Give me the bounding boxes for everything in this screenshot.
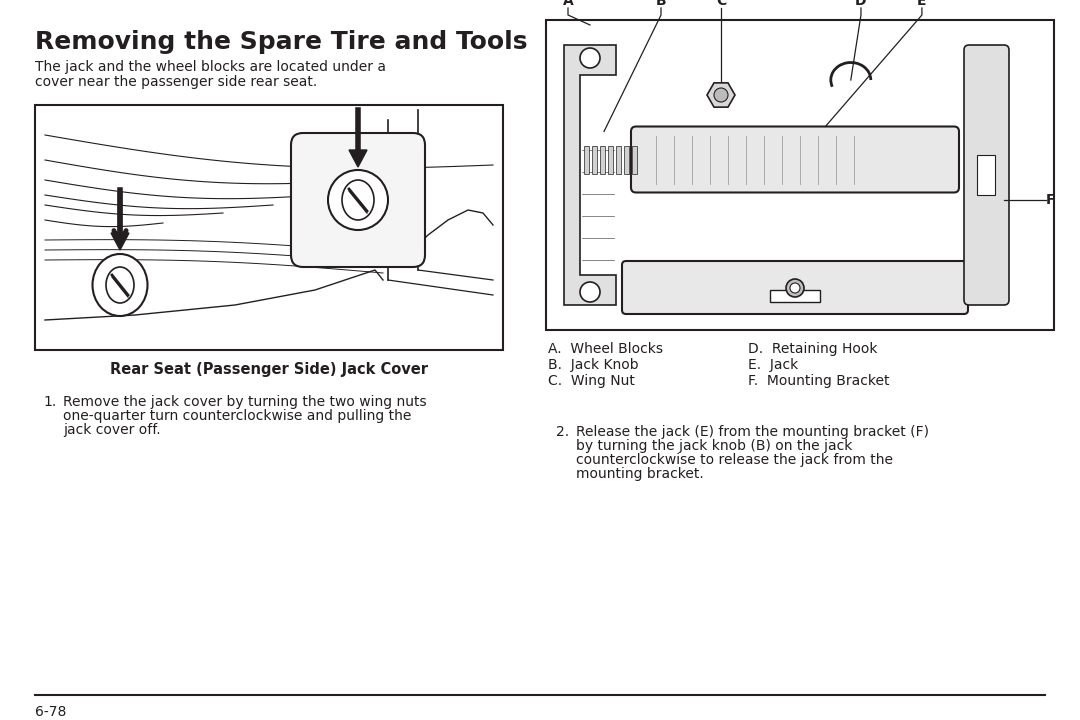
Bar [546, 20, 1054, 330]
FancyBboxPatch shape [964, 45, 1009, 305]
Text: cover near the passenger side rear seat.: cover near the passenger side rear seat. [35, 75, 318, 89]
Text: mounting bracket.: mounting bracket. [576, 467, 704, 481]
Text: F: F [1047, 193, 1055, 207]
Bar [977, 155, 995, 195]
Polygon shape [111, 233, 129, 250]
Bar [584, 145, 589, 174]
Ellipse shape [93, 254, 148, 316]
Text: one-quarter turn counterclockwise and pulling the: one-quarter turn counterclockwise and pu… [63, 409, 411, 423]
Text: 2.: 2. [556, 425, 569, 439]
Polygon shape [707, 83, 735, 107]
Bar [592, 145, 597, 174]
Text: A: A [563, 0, 573, 8]
Circle shape [580, 48, 600, 68]
FancyBboxPatch shape [622, 261, 968, 314]
Polygon shape [349, 150, 367, 167]
Circle shape [789, 283, 800, 293]
Text: A.  Wheel Blocks: A. Wheel Blocks [548, 342, 663, 356]
Text: 6-78: 6-78 [35, 705, 66, 719]
Text: 1.: 1. [43, 395, 56, 409]
Bar [35, 105, 503, 350]
Text: D.  Retaining Hook: D. Retaining Hook [748, 342, 877, 356]
Text: E.  Jack: E. Jack [748, 358, 798, 372]
Text: Removing the Spare Tire and Tools: Removing the Spare Tire and Tools [35, 30, 527, 54]
Ellipse shape [342, 180, 374, 220]
Text: counterclockwise to release the jack from the: counterclockwise to release the jack fro… [576, 453, 893, 467]
Text: B: B [656, 0, 666, 8]
Bar [624, 145, 629, 174]
Text: Remove the jack cover by turning the two wing nuts: Remove the jack cover by turning the two… [63, 395, 427, 409]
Bar [632, 145, 637, 174]
Text: Release the jack (E) from the mounting bracket (F): Release the jack (E) from the mounting b… [576, 425, 929, 439]
Bar [616, 145, 621, 174]
Text: The jack and the wheel blocks are located under a: The jack and the wheel blocks are locate… [35, 60, 386, 74]
Text: B.  Jack Knob: B. Jack Knob [548, 358, 638, 372]
Ellipse shape [106, 267, 134, 303]
Bar [600, 145, 605, 174]
Bar [770, 290, 820, 302]
FancyBboxPatch shape [291, 133, 426, 267]
Text: C.  Wing Nut: C. Wing Nut [548, 374, 635, 388]
Circle shape [580, 282, 600, 302]
Polygon shape [564, 45, 616, 305]
FancyBboxPatch shape [631, 127, 959, 192]
Text: C: C [716, 0, 726, 8]
Text: jack cover off.: jack cover off. [63, 423, 161, 437]
Text: E: E [917, 0, 927, 8]
Text: by turning the jack knob (B) on the jack: by turning the jack knob (B) on the jack [576, 439, 852, 453]
Circle shape [714, 88, 728, 102]
Text: Rear Seat (Passenger Side) Jack Cover: Rear Seat (Passenger Side) Jack Cover [110, 362, 428, 377]
Text: F.  Mounting Bracket: F. Mounting Bracket [748, 374, 890, 388]
Bar [608, 145, 613, 174]
Circle shape [786, 279, 804, 297]
Ellipse shape [328, 170, 388, 230]
Text: D: D [855, 0, 867, 8]
